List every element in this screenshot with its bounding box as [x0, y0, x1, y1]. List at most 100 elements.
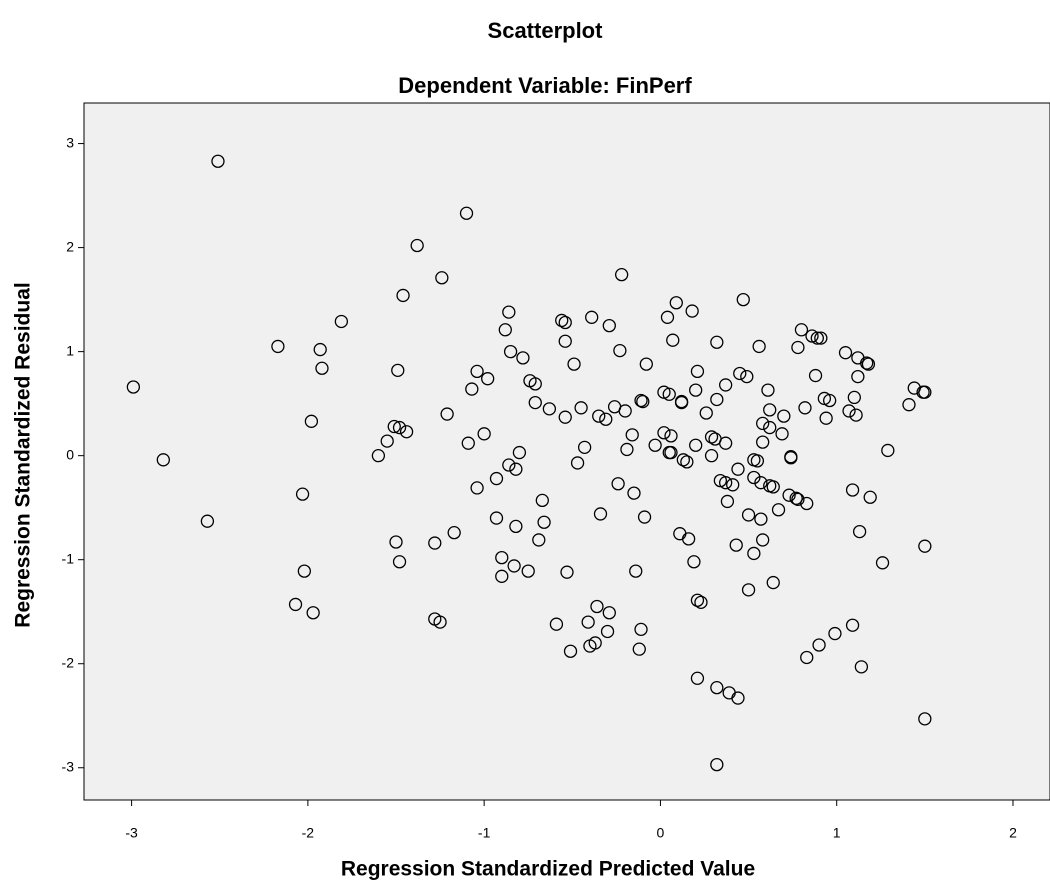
point: [447, 525, 461, 540]
point: [740, 369, 754, 384]
chart-title: Scatterplot: [488, 18, 604, 43]
point: [657, 426, 671, 440]
point: [845, 618, 860, 632]
point: [470, 481, 484, 495]
x-axis-title: Regression Standardized Predicted Value: [341, 858, 755, 881]
point: [507, 559, 521, 573]
point: [495, 550, 509, 565]
point: [470, 364, 484, 379]
point: [632, 642, 646, 656]
point: [528, 395, 542, 410]
point: [791, 340, 805, 355]
point: [585, 310, 599, 324]
point: [754, 512, 768, 526]
point: [766, 575, 780, 590]
point: [558, 315, 572, 330]
point: [410, 238, 424, 253]
point: [498, 323, 512, 337]
point: [315, 361, 329, 375]
point: [704, 449, 719, 463]
point: [694, 595, 708, 609]
y-axis-title: Regression Standardized Residual: [12, 282, 35, 627]
point: [664, 429, 678, 443]
point: [690, 364, 705, 379]
point: [618, 404, 632, 418]
y-tick-label: 0: [66, 446, 74, 462]
point: [731, 462, 745, 476]
point: [387, 419, 401, 434]
point: [334, 314, 349, 329]
point: [710, 335, 724, 349]
point: [681, 532, 696, 546]
point: [428, 536, 442, 550]
point: [752, 339, 766, 354]
point: [791, 492, 805, 507]
y-tick-label: 3: [66, 134, 74, 150]
point: [648, 438, 662, 452]
point: [763, 403, 777, 417]
point: [399, 425, 414, 439]
point: [614, 267, 629, 282]
point: [666, 333, 680, 347]
point: [599, 412, 613, 426]
point: [756, 416, 770, 431]
point: [838, 346, 853, 360]
point: [741, 583, 756, 597]
point: [881, 443, 895, 458]
point: [200, 514, 215, 528]
point: [477, 427, 491, 441]
point: [710, 757, 724, 772]
x-tick-label: -1: [478, 825, 491, 841]
point: [611, 477, 625, 491]
point: [535, 493, 549, 508]
point: [687, 555, 701, 569]
point: [503, 344, 518, 359]
point: [489, 511, 504, 525]
plot-area: [83, 102, 1050, 801]
point: [495, 569, 509, 583]
point: [861, 357, 876, 371]
point: [295, 487, 310, 501]
point: [808, 368, 823, 383]
point: [918, 539, 932, 553]
point: [812, 638, 826, 652]
point: [754, 476, 768, 490]
point: [567, 357, 581, 371]
chart-subtitle: Dependent Variable: FinPerf: [398, 73, 692, 98]
point: [823, 393, 837, 408]
point: [699, 406, 713, 420]
point: [521, 564, 535, 578]
point: [704, 430, 719, 444]
point: [600, 624, 615, 639]
y-tick-label: -3: [62, 758, 75, 774]
point: [634, 393, 648, 408]
point: [297, 564, 311, 578]
x-tick-label: 2: [1009, 825, 1017, 841]
point: [602, 318, 616, 333]
point: [440, 407, 454, 421]
point: [590, 599, 604, 614]
point: [481, 372, 495, 386]
point: [627, 486, 641, 500]
point: [637, 510, 652, 524]
point: [800, 496, 814, 511]
point: [461, 436, 475, 450]
point: [509, 519, 523, 534]
point: [392, 555, 407, 569]
point: [555, 313, 569, 328]
point: [396, 288, 410, 303]
point: [763, 420, 777, 435]
point: [819, 411, 833, 425]
point: [528, 377, 542, 391]
point: [391, 363, 405, 378]
point: [664, 445, 678, 460]
point: [689, 438, 703, 452]
point: [854, 660, 869, 674]
point: [380, 434, 394, 448]
point: [847, 390, 861, 405]
point: [489, 471, 504, 486]
point: [602, 606, 616, 620]
point: [689, 383, 703, 397]
